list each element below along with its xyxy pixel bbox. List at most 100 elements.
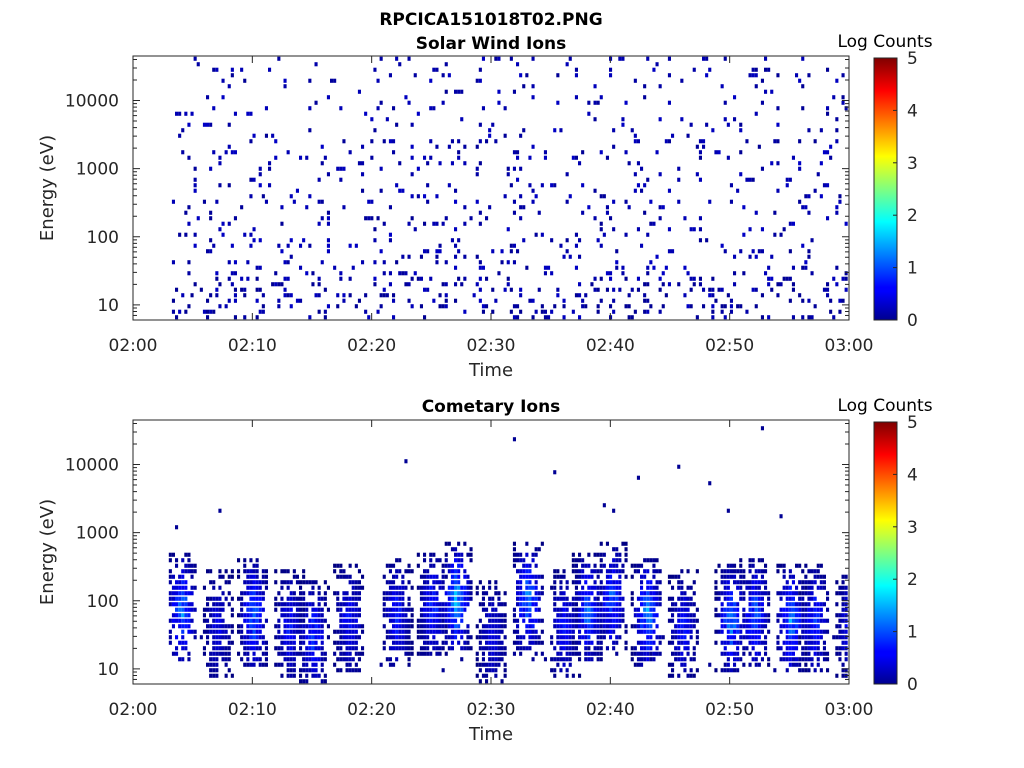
heatmap-cell (450, 139, 454, 144)
heatmap-cell (345, 574, 349, 579)
heatmap-cell (698, 282, 702, 287)
heatmap-cell (401, 254, 405, 259)
heatmap-cell (624, 541, 628, 546)
heatmap-cell (283, 607, 287, 612)
heatmap-cell (671, 133, 675, 138)
heatmap-cell (354, 662, 358, 667)
heatmap-cell (791, 662, 795, 667)
heatmap-cell (525, 73, 529, 78)
heatmap-cell (844, 276, 848, 281)
heatmap-cell (345, 618, 349, 623)
heatmap-cell (587, 646, 591, 651)
heatmap-cell (689, 227, 693, 232)
heatmap-cell (764, 67, 768, 72)
heatmap-cell (813, 607, 817, 612)
heatmap-cell (574, 585, 578, 590)
heatmap-cell (209, 596, 213, 601)
heatmap-cell (240, 607, 244, 612)
heatmap-cell (311, 613, 315, 618)
heatmap-cell (739, 629, 743, 634)
heatmap-cell (655, 624, 659, 629)
heatmap-cell (357, 651, 361, 656)
heatmap-cell (426, 596, 430, 601)
heatmap-cells (171, 56, 848, 320)
heatmap-cell (388, 271, 392, 276)
heatmap-cell (320, 144, 324, 149)
heatmap-cell (788, 657, 792, 662)
heatmap-cell (596, 569, 600, 574)
heatmap-cell (283, 651, 287, 656)
heatmap-cell (255, 635, 259, 640)
heatmap-cell (224, 646, 228, 651)
heatmap-cell (571, 618, 575, 623)
heatmap-cell (612, 646, 616, 651)
heatmap-cell (596, 635, 600, 640)
heatmap-cell (255, 646, 259, 651)
heatmap-cell (733, 563, 737, 568)
heatmap-cell (410, 304, 414, 309)
heatmap-cell (801, 569, 805, 574)
heatmap-cell (574, 618, 578, 623)
heatmap-cell (605, 585, 609, 590)
y-tick-label: 10000 (65, 92, 119, 112)
heatmap-cell (801, 657, 805, 662)
heatmap-cell (423, 602, 427, 607)
heatmap-cell (326, 607, 330, 612)
heatmap-cell (658, 117, 662, 122)
heatmap-cell (609, 602, 613, 607)
heatmap-cell (599, 298, 603, 303)
heatmap-cell (605, 580, 609, 585)
heatmap-cell (841, 574, 845, 579)
heatmap-cell (224, 629, 228, 634)
heatmap-cell (754, 73, 758, 78)
heatmap-cell (516, 150, 520, 155)
heatmap-cell (227, 221, 231, 226)
heatmap-cell (723, 574, 727, 579)
x-tick-label: 02:10 (228, 336, 277, 356)
heatmap-cell (522, 84, 526, 89)
heatmap-cell (764, 613, 768, 618)
heatmap-cell (838, 199, 842, 204)
heatmap-cell (423, 596, 427, 601)
heatmap-cell (320, 668, 324, 673)
heatmap-cell (429, 276, 433, 281)
heatmap-cell (810, 624, 814, 629)
heatmap-cell (599, 613, 603, 618)
heatmap-cell (599, 651, 603, 656)
heatmap-cell (392, 607, 396, 612)
heatmap-cell (286, 673, 290, 678)
heatmap-cell (416, 194, 420, 199)
heatmap-cell (469, 580, 473, 585)
heatmap-cell (726, 585, 730, 590)
heatmap-cell (320, 679, 324, 684)
heatmap-cell (646, 177, 650, 182)
heatmap-cell (574, 243, 578, 248)
heatmap-cell (838, 635, 842, 640)
heatmap-cell (168, 574, 172, 579)
heatmap-cell (187, 155, 191, 160)
heatmap-cell (826, 111, 830, 116)
heatmap-cell (392, 585, 396, 590)
heatmap-cell (729, 298, 733, 303)
heatmap-cell (599, 276, 603, 281)
heatmap-cell (230, 73, 234, 78)
heatmap-cell (528, 640, 532, 645)
heatmap-cell (243, 580, 247, 585)
heatmap-cell (454, 298, 458, 303)
heatmap-cell (460, 89, 464, 94)
heatmap-cell (692, 227, 696, 232)
heatmap-cell (640, 574, 644, 579)
heatmap-cell (221, 646, 225, 651)
heatmap-cell (299, 629, 303, 634)
heatmap-cell (528, 629, 532, 634)
heatmap-cell (432, 591, 436, 596)
heatmap-cell (819, 602, 823, 607)
heatmap-cell (667, 673, 671, 678)
heatmap-cell (280, 585, 284, 590)
heatmap-cell (398, 618, 402, 623)
heatmap-cell (333, 591, 337, 596)
heatmap-cell (314, 62, 318, 67)
heatmap-cell (813, 613, 817, 618)
heatmap-cell (689, 613, 693, 618)
heatmap-cell (339, 618, 343, 623)
